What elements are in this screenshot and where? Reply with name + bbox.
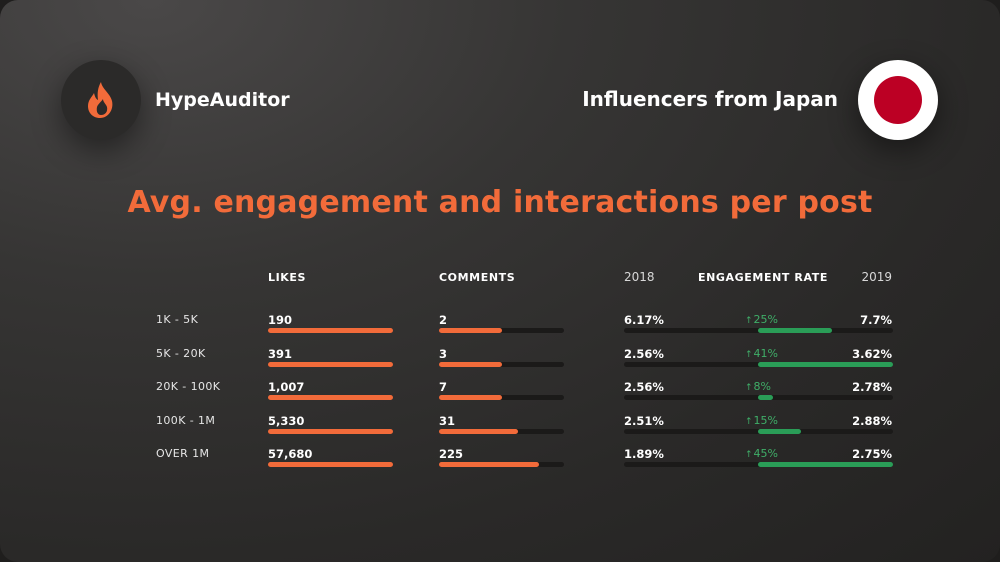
- chart-title: Avg. engagement and interactions per pos…: [127, 185, 873, 220]
- er-2018-value: 2.51%: [624, 413, 664, 428]
- er-change-value: 25%: [753, 313, 778, 326]
- er-change-bar: [758, 428, 802, 434]
- table-row: 1K - 5K 190 2 6.17% ↑25% 7.7%: [0, 313, 1000, 347]
- er-bar-track: [624, 361, 893, 367]
- likes-bar-track: [268, 361, 393, 367]
- tier-label: 1K - 5K: [156, 313, 199, 326]
- tier-label: 20K - 100K: [156, 380, 221, 393]
- comments-bar: [439, 428, 518, 434]
- comments-bar: [439, 395, 502, 400]
- brand-name: HypeAuditor: [155, 89, 290, 111]
- header-year-2019: 2019: [861, 270, 892, 284]
- er-change: ↑41%: [745, 347, 778, 360]
- er-change-value: 45%: [753, 447, 778, 460]
- er-change: ↑25%: [745, 313, 778, 326]
- er-2018-value: 2.56%: [624, 380, 664, 394]
- er-2019-value: 2.88%: [852, 413, 892, 428]
- tier-label: 100K - 1M: [156, 413, 216, 427]
- er-change-bar: [758, 395, 773, 400]
- er-bar-track: [624, 428, 893, 434]
- er-change: ↑8%: [745, 380, 771, 393]
- er-2018-value: 2.56%: [624, 346, 664, 361]
- japan-flag-icon: [858, 60, 938, 140]
- er-change: ↑15%: [745, 414, 778, 427]
- er-change-value: 15%: [753, 413, 778, 427]
- likes-bar-track: [268, 328, 393, 333]
- table-row: 5K - 20K 391 3 2.56% ↑41% 3.62%: [0, 347, 1000, 381]
- arrow-up-icon: ↑: [745, 416, 753, 427]
- comments-bar: [439, 328, 502, 333]
- er-2019-value: 2.75%: [852, 447, 892, 461]
- likes-value: 391: [268, 346, 293, 361]
- er-2019-value: 7.7%: [860, 313, 892, 327]
- table-row: OVER 1M 57,680 225 1.89% ↑45% 2.75%: [0, 447, 1000, 481]
- er-change-value: 41%: [753, 346, 778, 360]
- likes-value: 190: [268, 313, 293, 327]
- er-change-bar: [758, 328, 833, 333]
- likes-bar-track: [268, 428, 393, 434]
- likes-bar: [268, 361, 393, 367]
- arrow-up-icon: ↑: [745, 450, 753, 460]
- region-label: Influencers from Japan: [582, 87, 838, 111]
- arrow-up-icon: ↑: [745, 316, 753, 326]
- er-2019-value: 2.78%: [852, 380, 892, 394]
- comments-bar-track: [439, 462, 564, 467]
- comments-bar: [439, 361, 502, 367]
- header-likes: LIKES: [268, 271, 307, 284]
- er-2019-value: 3.62%: [852, 346, 892, 361]
- likes-bar: [268, 462, 393, 467]
- comments-bar-track: [439, 328, 564, 333]
- brand-logo: [61, 60, 141, 140]
- comments-value: 2: [439, 313, 448, 327]
- table-row: 100K - 1M 5,330 31 2.51% ↑15% 2.88%: [0, 414, 1000, 448]
- er-bar-track: [624, 328, 893, 333]
- flag-sun: [874, 76, 922, 124]
- er-change: ↑45%: [745, 447, 778, 460]
- likes-value: 1,007: [268, 380, 305, 394]
- comments-bar-track: [439, 428, 564, 434]
- header-year-2018: 2018: [624, 270, 655, 284]
- er-2018-value: 6.17%: [624, 313, 664, 327]
- comments-value: 7: [439, 380, 448, 394]
- comments-value: 31: [439, 413, 456, 428]
- likes-bar: [268, 328, 393, 333]
- er-change-bar: [758, 361, 893, 367]
- likes-bar: [268, 395, 393, 400]
- er-change-bar: [758, 462, 893, 467]
- er-bar-track: [624, 462, 893, 467]
- header-comments: COMMENTS: [439, 271, 516, 284]
- tier-label: OVER 1M: [156, 447, 210, 460]
- comments-value: 225: [439, 447, 464, 461]
- likes-value: 5,330: [268, 413, 305, 428]
- er-2018-value: 1.89%: [624, 447, 664, 461]
- arrow-up-icon: ↑: [745, 383, 753, 393]
- likes-bar-track: [268, 395, 393, 400]
- tier-label: 5K - 20K: [156, 346, 206, 360]
- er-bar-track: [624, 395, 893, 400]
- table-row: 20K - 100K 1,007 7 2.56% ↑8% 2.78%: [0, 380, 1000, 414]
- er-change-value: 8%: [753, 380, 771, 393]
- likes-value: 57,680: [268, 447, 313, 461]
- comments-bar-track: [439, 395, 564, 400]
- header-engagement-rate: ENGAGEMENT RATE: [698, 271, 828, 284]
- comments-bar-track: [439, 361, 564, 367]
- likes-bar: [268, 428, 393, 434]
- arrow-up-icon: ↑: [745, 349, 753, 360]
- comments-value: 3: [439, 346, 448, 361]
- flame-icon: [88, 82, 113, 118]
- comments-bar: [439, 462, 539, 467]
- likes-bar-track: [268, 462, 393, 467]
